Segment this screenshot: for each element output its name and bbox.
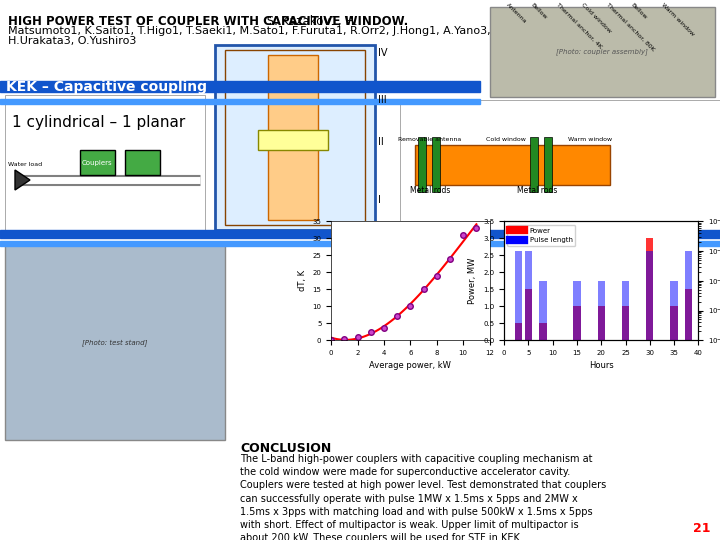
Legend: Power, Pulse length: Power, Pulse length <box>508 225 575 246</box>
Bar <box>539 281 546 540</box>
Text: HIGH POWER TEST OF COUPLER WITH CAPACITIVE WINDOW.: HIGH POWER TEST OF COUPLER WITH CAPACITI… <box>8 15 408 28</box>
Bar <box>573 306 580 340</box>
Text: Bellow: Bellow <box>630 2 648 20</box>
Bar <box>5 245 225 440</box>
Text: Warm window: Warm window <box>568 137 612 142</box>
Bar <box>525 289 532 340</box>
Text: Bellow: Bellow <box>536 221 559 227</box>
Bar <box>670 306 678 340</box>
Bar <box>530 137 538 192</box>
Bar <box>258 130 328 150</box>
Bar <box>598 281 605 540</box>
Text: III: III <box>378 95 387 105</box>
Text: Cold window: Cold window <box>486 137 526 142</box>
Bar <box>400 100 720 230</box>
Bar <box>490 7 715 97</box>
Bar <box>215 45 375 230</box>
Bar <box>525 251 532 540</box>
Text: Antenna: Antenna <box>505 2 527 24</box>
X-axis label: Hours: Hours <box>589 361 613 370</box>
Bar <box>0 81 480 92</box>
Polygon shape <box>15 170 30 190</box>
Bar <box>598 306 605 340</box>
Text: The L-band high-power couplers with capacitive coupling mechanism at
the cold wi: The L-band high-power couplers with capa… <box>240 454 606 540</box>
Y-axis label: dT, K: dT, K <box>298 270 307 292</box>
Bar <box>685 251 693 540</box>
Text: Thermal anchor, 4K: Thermal anchor, 4K <box>555 2 603 49</box>
Text: Metal rods: Metal rods <box>517 186 557 195</box>
Text: IV: IV <box>378 48 387 58</box>
Bar <box>646 238 654 340</box>
Text: Bellow: Bellow <box>461 221 484 227</box>
Bar <box>646 251 654 540</box>
Text: Water load: Water load <box>8 162 42 167</box>
Text: Metal rods: Metal rods <box>410 186 450 195</box>
Bar <box>418 137 426 192</box>
Bar <box>685 289 693 340</box>
X-axis label: Average power, kW: Average power, kW <box>369 361 451 370</box>
Text: Bellow: Bellow <box>530 2 548 20</box>
Text: Thermal anchor, 80K: Thermal anchor, 80K <box>605 2 655 52</box>
Text: [Photo: coupler assembly]: [Photo: coupler assembly] <box>556 49 648 56</box>
Bar <box>573 281 580 540</box>
Text: S. Kazakov1, H.: S. Kazakov1, H. <box>263 15 358 28</box>
Bar <box>515 251 522 540</box>
Text: II: II <box>378 137 384 147</box>
Bar <box>515 323 522 340</box>
Bar <box>225 50 365 225</box>
Text: CONCLUSION: CONCLUSION <box>240 442 331 455</box>
Text: Couplers: Couplers <box>81 160 112 166</box>
Text: KEK – Capacitive coupling: KEK – Capacitive coupling <box>6 79 207 93</box>
Bar <box>544 137 552 192</box>
Bar <box>5 95 205 230</box>
Y-axis label: Power, MW: Power, MW <box>469 258 477 304</box>
Bar <box>622 281 629 540</box>
Text: 21: 21 <box>693 522 710 535</box>
Bar <box>0 99 480 104</box>
Bar <box>622 306 629 340</box>
Text: Matsumoto1, K.Saito1, T.Higo1, T.Saeki1, M.Sato1, F.Furuta1, R.Orr2, J.Hong1, A.: Matsumoto1, K.Saito1, T.Higo1, T.Saeki1,… <box>8 26 490 36</box>
Bar <box>80 150 115 175</box>
Bar <box>0 241 720 246</box>
Bar <box>268 55 318 220</box>
Bar <box>539 323 546 340</box>
Text: 1 cylindrical – 1 planar: 1 cylindrical – 1 planar <box>12 115 185 130</box>
Text: Cold window: Cold window <box>580 2 612 33</box>
Bar <box>0 230 720 238</box>
Bar <box>670 281 678 540</box>
Bar <box>432 137 440 192</box>
Text: [Photo: test stand]: [Photo: test stand] <box>82 340 148 347</box>
Text: H.Urakata3, O.Yushiro3: H.Urakata3, O.Yushiro3 <box>8 36 136 46</box>
Text: I: I <box>378 195 381 205</box>
Bar <box>415 145 610 185</box>
Bar <box>125 150 160 175</box>
Text: Warm window: Warm window <box>660 2 695 37</box>
Text: Removable antenna: Removable antenna <box>398 137 462 142</box>
